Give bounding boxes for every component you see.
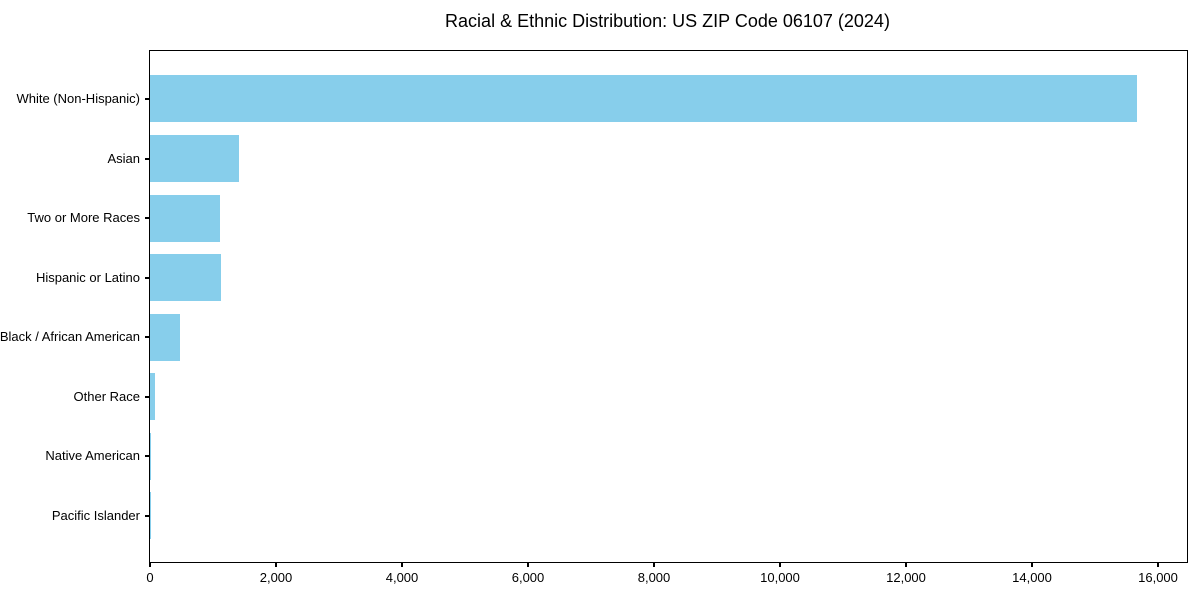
bar xyxy=(150,135,240,183)
x-tick xyxy=(527,562,529,567)
y-tick xyxy=(145,217,150,220)
y-tick-label: Asian xyxy=(107,150,140,166)
x-tick xyxy=(779,562,781,567)
x-tick xyxy=(905,562,907,567)
y-tick xyxy=(145,514,150,517)
x-tick-label: 12,000 xyxy=(886,570,926,585)
y-tick-label: Hispanic or Latino xyxy=(35,269,140,285)
y-tick-label: Black / African American xyxy=(0,329,140,345)
plot-area: White (Non-Hispanic) Asian Two or More Rac… xyxy=(0,50,1188,585)
y-tick xyxy=(145,336,150,339)
y-tick-label: White (Non-Hispanic) xyxy=(16,90,140,106)
y-tick xyxy=(145,276,150,279)
y-tick-label: Other Race xyxy=(73,388,140,404)
x-tick-label: 14,000 xyxy=(1012,570,1052,585)
y-tick-label: Native American xyxy=(45,448,140,464)
y-tick xyxy=(145,455,150,458)
y-tick xyxy=(145,157,150,160)
x-tick xyxy=(149,562,151,567)
bar xyxy=(150,432,151,480)
x-tick xyxy=(275,562,277,567)
bar xyxy=(150,194,220,242)
x-tick-label: 10,000 xyxy=(760,570,800,585)
y-tick xyxy=(145,395,150,398)
x-tick-label: 0 xyxy=(146,570,154,585)
x-tick xyxy=(1157,562,1160,567)
x-tick xyxy=(1031,562,1034,567)
x-tick-label: 6,000 xyxy=(511,570,545,585)
x-tick-label: 16,000 xyxy=(1138,570,1178,585)
bar xyxy=(150,313,181,361)
x-tick xyxy=(653,562,655,567)
chart-title: Racial & Ethnic Distribution: US ZIP Cod… xyxy=(445,11,890,31)
x-tick xyxy=(401,562,403,567)
x-tick-label: 4,000 xyxy=(385,570,419,585)
bar xyxy=(150,75,1138,123)
y-tick-label: Pacific Islander xyxy=(51,507,140,523)
bar xyxy=(150,254,221,302)
y-tick xyxy=(145,97,150,100)
x-tick-label: 2,000 xyxy=(259,570,293,585)
bar xyxy=(150,373,155,421)
y-tick-label: Two or More Races xyxy=(27,210,140,226)
x-tick-label: 8,000 xyxy=(637,570,671,585)
